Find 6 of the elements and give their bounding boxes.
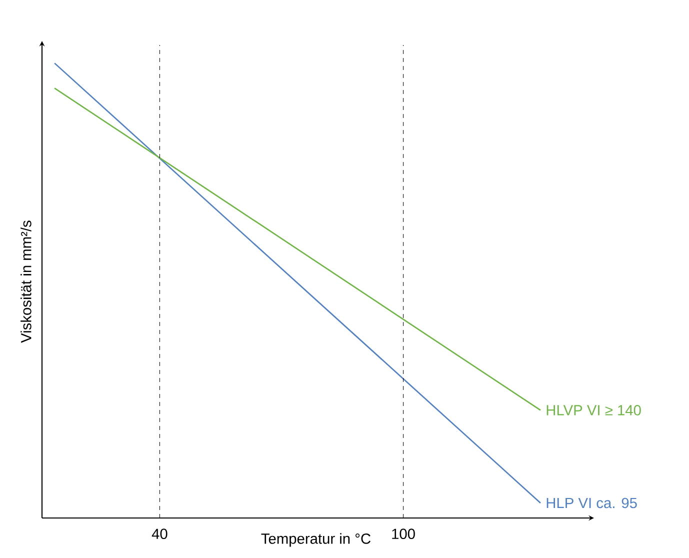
x-tick-label: 40 bbox=[152, 528, 168, 540]
x-tick-label: 100 bbox=[392, 528, 415, 540]
series-label: HLVP VI ≥ 140 bbox=[546, 405, 641, 416]
x-axis-title: Temperatur in °C bbox=[261, 533, 371, 547]
series-label: HLP VI ca. 95 bbox=[546, 498, 637, 508]
y-axis-title: Viskosität in mm²/s bbox=[20, 220, 32, 343]
